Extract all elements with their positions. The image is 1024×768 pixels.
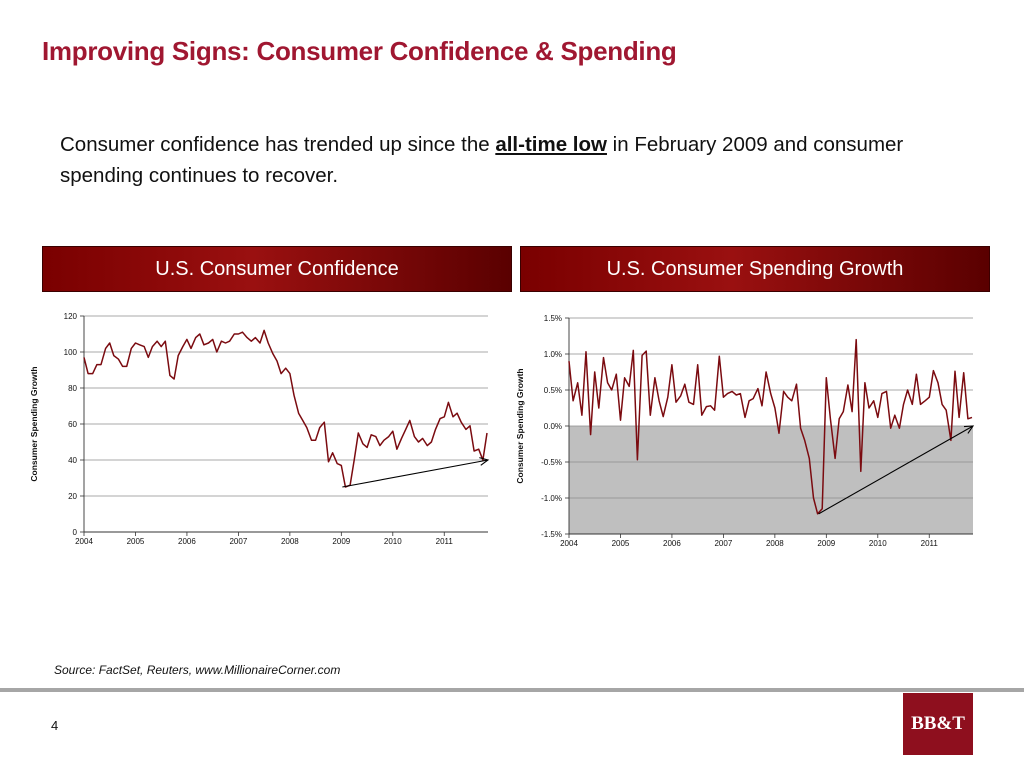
trend-arrow-head [963, 425, 975, 434]
slide-title: Improving Signs: Consumer Confidence & S… [42, 36, 677, 66]
y-tick-label: -1.5% [541, 530, 562, 539]
y-tick-label: 0.0% [544, 422, 562, 431]
x-tick-label: 2010 [384, 537, 402, 546]
intro-before: Consumer confidence has trended up since… [60, 133, 496, 156]
source-note: Source: FactSet, Reuters, www.Millionair… [54, 663, 341, 677]
y-tick-label: 20 [68, 492, 77, 501]
y-tick-label: 40 [68, 456, 77, 465]
y-tick-label: 80 [68, 384, 77, 393]
trend-arrow-line [818, 425, 974, 515]
x-tick-label: 2006 [663, 539, 681, 548]
x-tick-label: 2009 [817, 539, 835, 548]
y-axis-title: Consumer Spending Growth [29, 366, 39, 481]
trend-arrow-head [479, 457, 490, 466]
y-tick-label: 1.5% [544, 314, 562, 323]
bbt-logo: BB&T [903, 693, 973, 755]
x-tick-label: 2010 [869, 539, 887, 548]
intro-text: Consumer confidence has trended up since… [60, 129, 960, 191]
y-tick-label: 0 [73, 528, 78, 537]
page-number: 4 [51, 718, 59, 733]
consumer-confidence-header: U.S. Consumer Confidence [42, 246, 512, 292]
x-tick-label: 2007 [714, 539, 732, 548]
negative-region-shade [569, 426, 973, 534]
x-tick-label: 2004 [75, 537, 93, 546]
x-tick-label: 2008 [766, 539, 784, 548]
x-tick-label: 2008 [281, 537, 299, 546]
trend-arrow-line [342, 459, 489, 488]
x-tick-label: 2006 [178, 537, 196, 546]
x-tick-label: 2005 [127, 537, 145, 546]
intro-after: in February 2009 and consumer spending c… [60, 133, 904, 187]
series-line [83, 329, 488, 488]
y-tick-label: 120 [64, 312, 78, 321]
x-tick-label: 2007 [229, 537, 247, 546]
x-tick-label: 2009 [332, 537, 350, 546]
y-tick-label: 1.0% [544, 350, 562, 359]
y-tick-label: 100 [64, 348, 78, 357]
y-tick-label: -0.5% [541, 458, 562, 467]
y-tick-label: -1.0% [541, 494, 562, 503]
intro-emphasis: all-time low [495, 133, 607, 156]
x-tick-label: 2011 [436, 537, 454, 546]
x-tick-label: 2011 [921, 539, 939, 548]
x-tick-label: 2005 [612, 539, 630, 548]
footer-divider [0, 688, 1024, 692]
y-axis-title: Consumer Spending Growth [515, 368, 525, 483]
consumer-confidence-chart: 0 20 40 60 80 100 120 2004 2005 2006 2007 2008 2009 2… [29, 312, 490, 546]
y-tick-label: 60 [68, 420, 77, 429]
consumer-spending-header: U.S. Consumer Spending Growth [520, 246, 990, 292]
x-tick-label: 2004 [560, 539, 578, 548]
series-line [568, 338, 973, 515]
consumer-spending-chart: -1.5% -1.0% -0.5% 0.0% 0.5% 1.0% 1.5% 2004 2005 2… [515, 314, 975, 548]
y-tick-label: 0.5% [544, 386, 562, 395]
